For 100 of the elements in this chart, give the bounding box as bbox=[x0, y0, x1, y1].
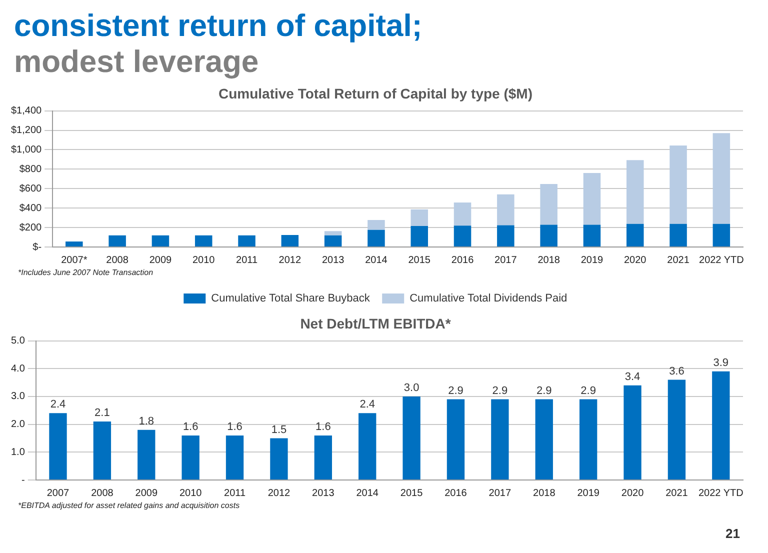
bar bbox=[670, 146, 687, 224]
data-label: 1.6 bbox=[182, 420, 198, 433]
bar bbox=[314, 435, 332, 480]
chart-title: Net Debt/LTM EBITDA* bbox=[300, 315, 452, 332]
bar bbox=[410, 209, 428, 226]
legend-label: Cumulative Total Dividends Paid bbox=[410, 292, 568, 305]
data-label: 2.1 bbox=[94, 407, 110, 420]
bar bbox=[410, 226, 428, 246]
bar bbox=[626, 160, 644, 224]
x-tick-label: 2022 YTD bbox=[699, 254, 744, 266]
bar bbox=[49, 413, 67, 480]
y-tick-label: $600 bbox=[19, 183, 42, 194]
x-tick-label: 2019 bbox=[580, 254, 604, 266]
x-tick-label: 2012 bbox=[278, 254, 302, 266]
bar bbox=[497, 194, 514, 226]
text: modest leverage bbox=[14, 44, 259, 79]
bar bbox=[66, 241, 83, 246]
bar bbox=[358, 413, 376, 480]
y-tick-label: 1.0 bbox=[10, 446, 26, 458]
bar bbox=[454, 202, 472, 226]
bar bbox=[281, 235, 299, 246]
data-label: 2.9 bbox=[536, 384, 552, 397]
data-label: 2.9 bbox=[580, 384, 596, 397]
y-tick-label: $200 bbox=[19, 222, 42, 234]
bar bbox=[368, 220, 385, 230]
x-tick-label: 2015 bbox=[408, 254, 431, 266]
data-label: 2.9 bbox=[448, 384, 464, 397]
bar bbox=[712, 133, 730, 224]
bar bbox=[491, 399, 509, 480]
y-tick-label: 2.0 bbox=[10, 419, 26, 430]
bar bbox=[540, 224, 558, 246]
x-tick-label: 2011 bbox=[224, 488, 246, 499]
x-tick-label: 2015 bbox=[400, 488, 424, 499]
y-tick-label: $- bbox=[32, 242, 42, 253]
bar bbox=[324, 235, 342, 246]
bar bbox=[668, 380, 686, 480]
bar bbox=[454, 226, 472, 246]
y-tick-label: $1,200 bbox=[10, 125, 42, 136]
x-tick-label: 2018 bbox=[538, 254, 560, 266]
x-tick-label: 2021 bbox=[667, 254, 690, 266]
bar bbox=[368, 230, 385, 246]
legend-label: Cumulative Total Share Buyback bbox=[211, 292, 370, 305]
bar bbox=[670, 224, 687, 246]
x-tick-label: 2016 bbox=[451, 254, 474, 266]
bar bbox=[497, 225, 514, 246]
x-tick-label: 2008 bbox=[106, 254, 129, 266]
x-tick-label: 2009 bbox=[135, 488, 158, 499]
bar bbox=[626, 224, 644, 246]
bar bbox=[535, 399, 553, 480]
chart-title: Cumulative Total Return of Capital by type ($M) bbox=[218, 85, 532, 102]
bar bbox=[226, 435, 244, 480]
x-tick-label: 2017 bbox=[494, 254, 518, 266]
x-tick-label: 2010 bbox=[192, 254, 216, 266]
y-tick-label: $1,000 bbox=[10, 144, 42, 156]
x-tick-label: 2019 bbox=[577, 488, 600, 499]
data-label: 3.4 bbox=[624, 370, 640, 383]
text: 21 bbox=[726, 526, 740, 541]
bar bbox=[108, 235, 126, 246]
y-tick-label: 3.0 bbox=[10, 391, 26, 402]
text: *EBITDA adjusted for asset related gains and acquisition costs bbox=[18, 501, 240, 510]
bar bbox=[540, 184, 558, 225]
bar bbox=[138, 430, 156, 480]
x-tick-label: 2020 bbox=[624, 254, 647, 266]
data-label: 1.5 bbox=[271, 424, 287, 436]
y-tick-label: - bbox=[22, 474, 25, 486]
y-tick-label: 5.0 bbox=[10, 336, 26, 347]
x-tick-label: 2010 bbox=[179, 488, 202, 499]
x-tick-label: 2009 bbox=[149, 254, 172, 266]
x-tick-label: 2012 bbox=[268, 488, 291, 499]
y-tick-label: 4.0 bbox=[10, 363, 26, 374]
text: consistent return of capital; bbox=[14, 8, 422, 43]
data-label: 3.0 bbox=[404, 382, 420, 394]
y-tick-label: $1,400 bbox=[10, 106, 42, 117]
x-tick-label: 2013 bbox=[322, 254, 345, 266]
x-tick-label: 2007 bbox=[46, 488, 70, 499]
x-tick-label: 2013 bbox=[312, 488, 335, 499]
x-tick-label: 2020 bbox=[621, 488, 644, 499]
bar bbox=[583, 172, 601, 225]
x-tick-label: 2022 YTD bbox=[698, 488, 744, 499]
data-label: 1.6 bbox=[316, 420, 331, 433]
bar bbox=[712, 371, 730, 480]
bar bbox=[712, 224, 730, 246]
y-tick-label: $400 bbox=[19, 202, 42, 214]
bar bbox=[194, 235, 212, 246]
text: *Includes June 2007 Note Transaction bbox=[18, 268, 154, 278]
data-label: 3.9 bbox=[713, 356, 729, 369]
bar bbox=[579, 399, 598, 480]
x-tick-label: 2017 bbox=[488, 488, 512, 499]
x-tick-label: 2021 bbox=[666, 488, 688, 499]
data-label: 2.9 bbox=[492, 384, 508, 397]
x-tick-label: 2011 bbox=[236, 254, 258, 266]
x-tick-label: 2008 bbox=[91, 488, 114, 499]
bar bbox=[324, 231, 342, 236]
data-label: 2.4 bbox=[360, 398, 375, 411]
bar bbox=[624, 385, 642, 480]
bar bbox=[93, 422, 112, 480]
x-tick-label: 2016 bbox=[444, 488, 468, 499]
y-tick-label: $800 bbox=[19, 164, 42, 175]
x-tick-label: 2014 bbox=[356, 488, 379, 499]
bar bbox=[583, 224, 601, 246]
